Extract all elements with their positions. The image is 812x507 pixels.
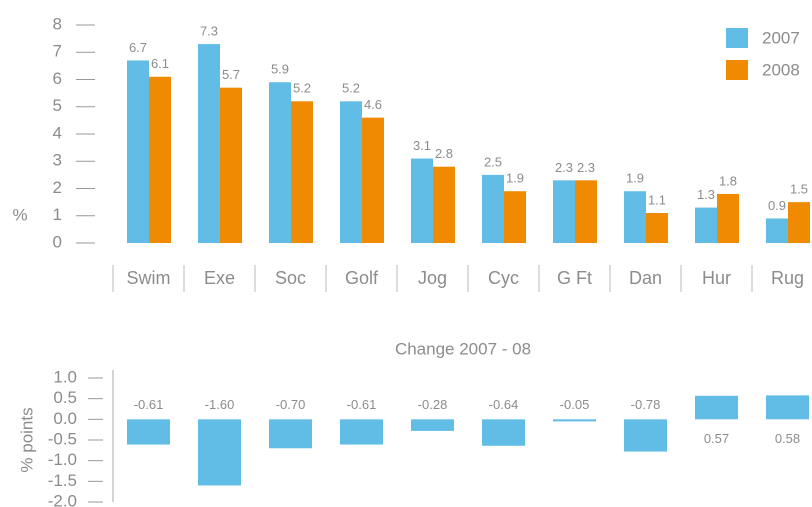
data-label: 5.9 xyxy=(271,62,289,77)
data-label: 6.7 xyxy=(129,40,147,55)
bar xyxy=(646,213,668,243)
data-label: 2.3 xyxy=(555,160,573,175)
data-label: 1.3 xyxy=(697,187,715,202)
bar xyxy=(504,191,526,243)
legend-swatch xyxy=(726,28,748,48)
bar xyxy=(766,395,809,420)
data-label: 0.9 xyxy=(768,198,786,213)
legend-label: 2008 xyxy=(762,60,800,79)
data-label: 5.2 xyxy=(342,81,360,96)
y-axis-label: % xyxy=(12,205,27,224)
x-tick-label: Jog xyxy=(418,268,447,288)
data-label: 5.2 xyxy=(293,81,311,96)
y-tick-label: 0.5 xyxy=(53,388,77,407)
bar xyxy=(269,419,312,449)
bar xyxy=(362,117,384,243)
x-tick-label: Dan xyxy=(629,268,662,288)
y-tick-label: 4 xyxy=(53,123,62,142)
data-label: 6.1 xyxy=(151,56,169,71)
bar xyxy=(198,44,220,244)
bar xyxy=(291,101,313,243)
data-label: 4.6 xyxy=(364,97,382,112)
bar xyxy=(340,101,362,243)
y-tick-label: -1.0 xyxy=(48,450,77,469)
bar xyxy=(269,82,291,243)
y-tick-label: 1.0 xyxy=(53,367,77,386)
chart-title: Change 2007 - 08 xyxy=(395,339,531,358)
y-axis-label: % points xyxy=(17,407,36,472)
data-label: 1.9 xyxy=(626,171,644,186)
y-tick-label: 0.0 xyxy=(53,409,77,428)
bar xyxy=(340,419,383,445)
y-tick-label: -1.5 xyxy=(48,471,77,490)
x-tick-label: G Ft xyxy=(557,268,592,288)
bar xyxy=(433,166,455,243)
x-tick-label: Swim xyxy=(127,268,171,288)
bar xyxy=(198,419,241,486)
data-label: 1.8 xyxy=(719,173,737,188)
y-tick-label: 6 xyxy=(53,69,62,88)
data-label: 5.7 xyxy=(222,67,240,82)
legend-label: 2007 xyxy=(762,28,800,47)
data-label: 1.1 xyxy=(648,192,666,207)
bar xyxy=(127,60,149,243)
data-label: -0.78 xyxy=(631,397,661,412)
x-tick-label: Exe xyxy=(204,268,235,288)
bar xyxy=(695,207,717,243)
bar xyxy=(411,419,454,431)
bar xyxy=(411,158,433,243)
data-label: -0.61 xyxy=(134,397,164,412)
legend-swatch xyxy=(726,60,748,80)
data-label: 2.5 xyxy=(484,154,502,169)
data-label: -1.60 xyxy=(205,397,235,412)
data-label: -0.61 xyxy=(347,397,377,412)
bar xyxy=(553,419,596,422)
data-label: 2.3 xyxy=(577,160,595,175)
bar xyxy=(553,180,575,243)
x-tick-label: Cyc xyxy=(488,268,519,288)
data-label: 3.1 xyxy=(413,138,431,153)
y-tick-label: 7 xyxy=(53,42,62,61)
bar xyxy=(788,202,810,243)
y-tick-label: 8 xyxy=(53,14,62,33)
bar xyxy=(482,419,525,446)
y-tick-label: 0 xyxy=(53,232,62,251)
y-tick-label: -2.0 xyxy=(48,491,77,507)
data-label: 2.8 xyxy=(435,146,453,161)
x-tick-label: Golf xyxy=(345,268,379,288)
bar xyxy=(575,180,597,243)
data-label: 7.3 xyxy=(200,24,218,39)
y-tick-label: 1 xyxy=(53,205,62,224)
bar xyxy=(766,218,788,243)
x-tick-label: Rug xyxy=(771,268,804,288)
data-label: -0.05 xyxy=(560,397,590,412)
bar xyxy=(717,193,739,243)
bar xyxy=(220,87,242,243)
x-tick-label: Soc xyxy=(275,268,306,288)
y-tick-label: 2 xyxy=(53,178,62,197)
bar xyxy=(624,191,646,243)
bar xyxy=(624,419,667,452)
bar xyxy=(127,419,170,445)
data-label: -0.70 xyxy=(276,397,306,412)
data-label: 0.58 xyxy=(775,431,800,446)
data-label: -0.64 xyxy=(489,397,519,412)
x-tick-label: Hur xyxy=(702,268,731,288)
y-tick-label: 3 xyxy=(53,151,62,170)
data-label: 1.5 xyxy=(790,182,808,197)
bar xyxy=(149,76,171,244)
y-tick-label: 5 xyxy=(53,96,62,115)
data-label: 1.9 xyxy=(506,171,524,186)
bar xyxy=(695,395,738,420)
bar xyxy=(482,174,504,243)
data-label: 0.57 xyxy=(704,431,729,446)
data-label: -0.28 xyxy=(418,397,448,412)
y-tick-label: -0.5 xyxy=(48,429,77,448)
